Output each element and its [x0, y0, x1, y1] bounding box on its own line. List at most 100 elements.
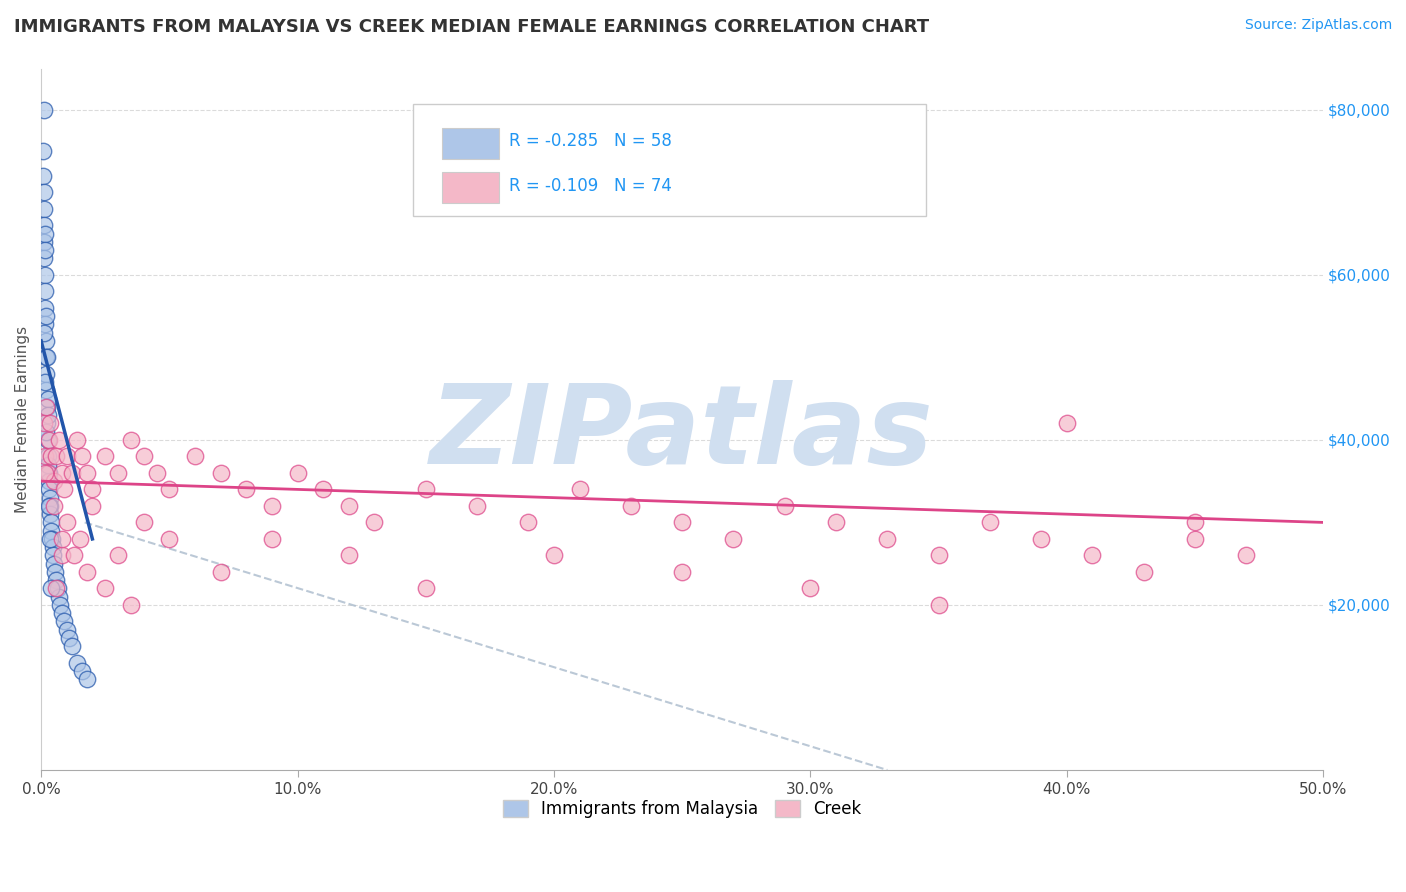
Point	[55, 450, 77, 464]
Point	[45, 573, 67, 587]
Point	[76, 466, 98, 480]
Point	[157, 483, 180, 497]
Point	[76, 565, 98, 579]
Point	[60, 639, 83, 653]
Point	[34, 326, 56, 340]
Point	[53, 483, 76, 497]
Point	[44, 565, 66, 579]
Point	[928, 549, 950, 563]
Point	[41, 532, 63, 546]
Point	[37, 417, 59, 431]
Point	[37, 392, 59, 406]
Point	[38, 474, 60, 488]
Legend: Immigrants from Malaysia, Creek: Immigrants from Malaysia, Creek	[496, 793, 869, 825]
Point	[32, 235, 55, 249]
Text: R = -0.285   N = 58: R = -0.285 N = 58	[509, 133, 672, 151]
Point	[37, 408, 59, 422]
Point	[1056, 417, 1078, 431]
Text: Source: ZipAtlas.com: Source: ZipAtlas.com	[1244, 18, 1392, 32]
Point	[60, 466, 83, 480]
Point	[34, 450, 56, 464]
Point	[671, 565, 693, 579]
Point	[66, 656, 89, 670]
Text: R = -0.109   N = 74: R = -0.109 N = 74	[509, 177, 672, 194]
Point	[35, 351, 58, 365]
Point	[55, 516, 77, 530]
Point	[1234, 549, 1257, 563]
Point	[209, 565, 232, 579]
Point	[35, 425, 58, 439]
Point	[42, 557, 65, 571]
Point	[45, 582, 67, 596]
Point	[312, 483, 335, 497]
Point	[35, 400, 58, 414]
Point	[260, 532, 283, 546]
FancyBboxPatch shape	[413, 103, 925, 216]
Point	[49, 598, 72, 612]
Point	[51, 532, 73, 546]
Point	[38, 499, 60, 513]
Point	[66, 433, 89, 447]
Point	[38, 491, 60, 505]
Point	[1081, 549, 1104, 563]
Point	[1132, 565, 1154, 579]
Point	[107, 549, 129, 563]
Point	[38, 483, 60, 497]
Point	[35, 384, 58, 398]
Point	[51, 549, 73, 563]
Point	[723, 532, 745, 546]
Point	[235, 483, 257, 497]
Point	[48, 433, 70, 447]
Point	[34, 243, 56, 257]
Point	[34, 268, 56, 282]
Point	[1031, 532, 1053, 546]
Point	[51, 606, 73, 620]
Point	[620, 499, 643, 513]
Point	[82, 483, 104, 497]
Point	[120, 598, 142, 612]
Point	[34, 103, 56, 117]
Point	[415, 483, 437, 497]
Point	[51, 466, 73, 480]
Point	[48, 590, 70, 604]
Point	[34, 252, 56, 266]
Point	[517, 516, 540, 530]
Point	[39, 507, 62, 521]
Point	[34, 318, 56, 332]
Point	[41, 582, 63, 596]
Point	[260, 499, 283, 513]
Point	[35, 367, 58, 381]
Point	[38, 466, 60, 480]
Point	[69, 532, 91, 546]
Point	[568, 483, 591, 497]
Point	[32, 144, 55, 158]
Point	[42, 499, 65, 513]
Point	[184, 450, 207, 464]
Y-axis label: Median Female Earnings: Median Female Earnings	[15, 326, 30, 513]
Point	[94, 582, 117, 596]
Point	[799, 582, 821, 596]
Point	[337, 499, 360, 513]
Point	[42, 474, 65, 488]
Text: ZIPatlas: ZIPatlas	[430, 380, 934, 487]
Point	[34, 466, 56, 480]
Point	[39, 417, 62, 431]
Point	[465, 499, 488, 513]
Point	[671, 516, 693, 530]
Point	[979, 516, 1001, 530]
Point	[34, 227, 56, 241]
Point	[70, 664, 93, 678]
Point	[32, 186, 55, 200]
Point	[825, 516, 848, 530]
Point	[35, 309, 58, 323]
Point	[1184, 532, 1206, 546]
Point	[120, 433, 142, 447]
Point	[76, 672, 98, 686]
Point	[337, 549, 360, 563]
Point	[543, 549, 565, 563]
Point	[58, 631, 80, 645]
Point	[37, 450, 59, 464]
Point	[32, 169, 55, 183]
Point	[1184, 516, 1206, 530]
Point	[209, 466, 232, 480]
